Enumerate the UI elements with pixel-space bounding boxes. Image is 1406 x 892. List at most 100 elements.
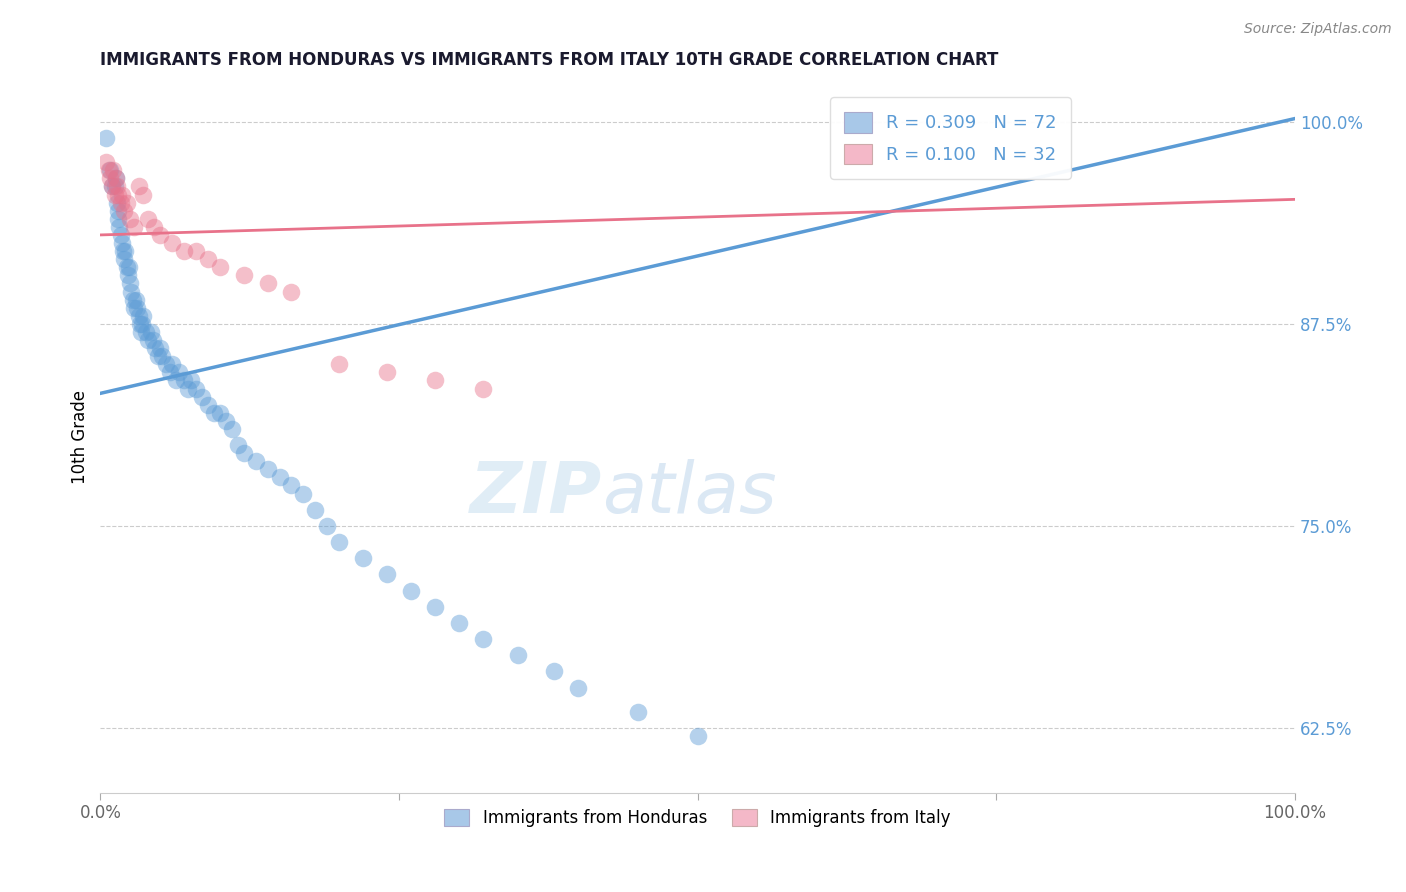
Point	[120, 277, 142, 291]
Point	[197, 252, 219, 267]
Point	[120, 211, 142, 226]
Point	[146, 349, 169, 363]
Point	[269, 470, 291, 484]
Point	[208, 406, 231, 420]
Point	[135, 325, 157, 339]
Point	[173, 244, 195, 258]
Point	[176, 382, 198, 396]
Point	[107, 211, 129, 226]
Point	[115, 195, 138, 210]
Point	[96, 155, 118, 169]
Point	[232, 268, 254, 283]
Point	[115, 260, 138, 275]
Point	[328, 357, 350, 371]
Point	[143, 341, 166, 355]
Point	[152, 349, 174, 363]
Point	[232, 446, 254, 460]
Point	[105, 179, 128, 194]
Point	[160, 235, 183, 250]
Point	[160, 357, 183, 371]
Point	[143, 219, 166, 234]
Point	[155, 357, 177, 371]
Point	[107, 203, 129, 218]
Point	[423, 373, 446, 387]
Point	[316, 519, 339, 533]
Point	[101, 179, 124, 194]
Point	[121, 293, 143, 307]
Point	[191, 390, 214, 404]
Point	[159, 365, 181, 379]
Point	[256, 462, 278, 476]
Point	[128, 309, 150, 323]
Point	[131, 317, 153, 331]
Point	[184, 382, 207, 396]
Point	[117, 268, 139, 283]
Point	[104, 171, 127, 186]
Point	[136, 211, 159, 226]
Point	[107, 187, 129, 202]
Point	[471, 632, 494, 646]
Point	[447, 615, 470, 630]
Point	[101, 179, 124, 194]
Point	[180, 373, 202, 387]
Point	[111, 235, 134, 250]
Point	[122, 219, 145, 234]
Point	[118, 260, 141, 275]
Point	[471, 382, 494, 396]
Point	[508, 648, 530, 663]
Point	[352, 551, 374, 566]
Point	[375, 365, 398, 379]
Point	[97, 163, 120, 178]
Point	[256, 277, 278, 291]
Point	[104, 171, 127, 186]
Point	[165, 373, 187, 387]
Point	[98, 171, 121, 186]
Point	[129, 325, 152, 339]
Point	[215, 414, 238, 428]
Point	[111, 187, 134, 202]
Point	[110, 195, 132, 210]
Point	[125, 293, 148, 307]
Point	[110, 227, 132, 242]
Point	[112, 203, 135, 218]
Point	[128, 179, 150, 194]
Point	[128, 317, 150, 331]
Point	[132, 309, 155, 323]
Point	[104, 179, 127, 194]
Text: atlas: atlas	[602, 459, 776, 528]
Point	[98, 163, 121, 178]
Y-axis label: 10th Grade: 10th Grade	[72, 390, 89, 484]
Point	[139, 325, 162, 339]
Point	[627, 705, 650, 719]
Point	[221, 422, 243, 436]
Point	[328, 535, 350, 549]
Point	[114, 244, 136, 258]
Point	[127, 301, 149, 315]
Point	[280, 478, 302, 492]
Point	[292, 486, 315, 500]
Point	[96, 131, 118, 145]
Point	[112, 244, 135, 258]
Point	[304, 502, 326, 516]
Point	[136, 333, 159, 347]
Point	[280, 285, 302, 299]
Point	[132, 187, 155, 202]
Point	[142, 333, 165, 347]
Point	[120, 285, 142, 299]
Point	[226, 438, 249, 452]
Point	[375, 567, 398, 582]
Point	[543, 665, 565, 679]
Point	[245, 454, 267, 468]
Legend: Immigrants from Honduras, Immigrants from Italy: Immigrants from Honduras, Immigrants fro…	[437, 803, 957, 834]
Point	[167, 365, 190, 379]
Point	[208, 260, 231, 275]
Point	[103, 163, 125, 178]
Point	[686, 729, 709, 743]
Point	[149, 227, 172, 242]
Point	[173, 373, 195, 387]
Text: Source: ZipAtlas.com: Source: ZipAtlas.com	[1244, 22, 1392, 37]
Point	[122, 301, 145, 315]
Text: ZIP: ZIP	[470, 459, 602, 528]
Point	[202, 406, 225, 420]
Point	[399, 583, 422, 598]
